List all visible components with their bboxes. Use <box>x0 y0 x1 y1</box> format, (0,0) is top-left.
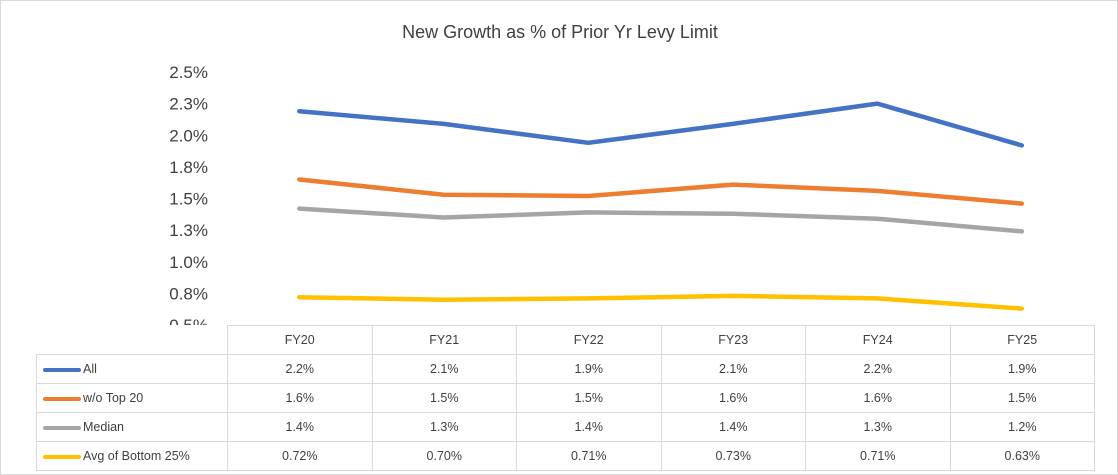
table-row: Avg of Bottom 25% 0.72% 0.70% 0.71% 0.73% 0.7… <box>36 441 1095 471</box>
category-label: FY20 <box>227 325 373 355</box>
series-name: Avg of Bottom 25% <box>83 449 190 463</box>
legend-key <box>43 425 81 430</box>
data-label: 1.3% <box>371 412 517 442</box>
y-tick-label: 0.8% <box>169 284 208 303</box>
data-label: 2.1% <box>371 354 517 384</box>
data-label: 1.6% <box>227 383 373 413</box>
table-row: All 2.2% 2.1% 1.9% 2.1% 2.2% 1.9% <box>36 354 1095 384</box>
y-tick-label: 1.8% <box>169 158 208 177</box>
y-tick-label: 1.5% <box>169 190 208 209</box>
data-label: 2.2% <box>227 354 373 384</box>
series-line-all <box>297 101 1025 148</box>
data-label: 1.4% <box>660 412 806 442</box>
data-table: FY20 FY21 FY22 FY23 FY24 FY25 All 2.2% 2.1% 1.9%… <box>36 325 1095 471</box>
data-label: 0.71% <box>805 441 951 471</box>
y-tick-label: 0.5% <box>169 316 208 325</box>
series-name: Median <box>83 420 124 434</box>
data-label: 2.2% <box>805 354 951 384</box>
series-name: w/o Top 20 <box>83 391 144 405</box>
legend-entry: w/o Top 20 <box>36 383 228 413</box>
category-label: FY21 <box>371 325 517 355</box>
legend-entry: Avg of Bottom 25% <box>36 441 228 471</box>
category-label: FY24 <box>805 325 951 355</box>
series-name: All <box>83 362 97 376</box>
series-lines <box>297 101 1025 311</box>
legend-key <box>43 454 81 459</box>
data-label: 0.63% <box>949 441 1095 471</box>
chart-title: New Growth as % of Prior Yr Levy Limit <box>402 22 718 42</box>
table-header-row: FY20 FY21 FY22 FY23 FY24 FY25 <box>36 325 1095 355</box>
data-label: 1.4% <box>227 412 373 442</box>
category-label: FY23 <box>660 325 806 355</box>
y-tick-label: 2.3% <box>169 95 208 114</box>
category-label: FY25 <box>949 325 1095 355</box>
data-label: 0.71% <box>516 441 662 471</box>
data-label: 1.5% <box>371 383 517 413</box>
legend-key <box>43 396 81 401</box>
data-label: 2.1% <box>660 354 806 384</box>
data-label: 1.6% <box>805 383 951 413</box>
series-line-avg-of-bottom-25 <box>297 293 1025 311</box>
data-label: 1.4% <box>516 412 662 442</box>
data-label: 1.6% <box>660 383 806 413</box>
data-label: 0.73% <box>660 441 806 471</box>
series-line-w-o-top-20 <box>297 177 1025 206</box>
data-label: 0.70% <box>371 441 517 471</box>
legend-key <box>43 367 81 372</box>
data-label: 1.3% <box>805 412 951 442</box>
table-row: w/o Top 20 1.6% 1.5% 1.5% 1.6% 1.6% 1.5% <box>36 383 1095 413</box>
data-label: 1.5% <box>949 383 1095 413</box>
table-corner <box>36 325 228 355</box>
data-label: 1.5% <box>516 383 662 413</box>
y-tick-label: 2.5% <box>169 63 208 82</box>
legend-entry: Median <box>36 412 228 442</box>
legend-entry: All <box>36 354 228 384</box>
table-row: Median 1.4% 1.3% 1.4% 1.4% 1.3% 1.2% <box>36 412 1095 442</box>
chart-plot: New Growth as % of Prior Yr Levy Limit 2… <box>169 22 1025 325</box>
y-tick-label: 2.0% <box>169 126 208 145</box>
data-label: 0.72% <box>227 441 373 471</box>
y-tick-label: 1.3% <box>169 221 208 240</box>
data-label: 1.2% <box>949 412 1095 442</box>
y-axis: 2.5% 2.3% 2.0% 1.8% 1.5% 1.3% 1.0% 0.8% 0.5% <box>169 63 208 325</box>
y-tick-label: 1.0% <box>169 253 208 272</box>
data-label: 1.9% <box>516 354 662 384</box>
data-label: 1.9% <box>949 354 1095 384</box>
series-line-median <box>297 206 1025 234</box>
category-label: FY22 <box>516 325 662 355</box>
